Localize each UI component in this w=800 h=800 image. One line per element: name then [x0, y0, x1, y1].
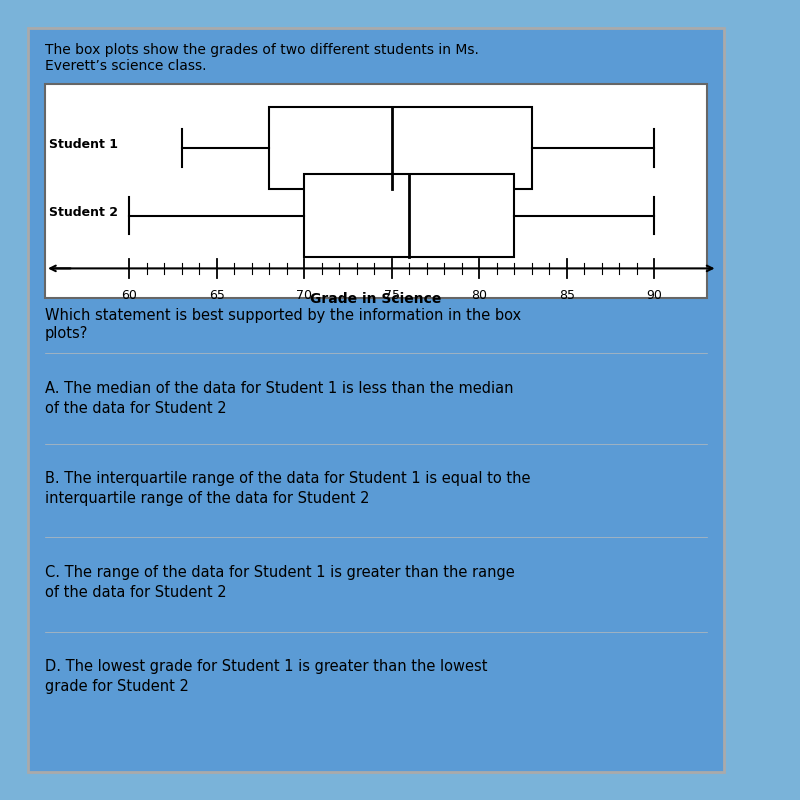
FancyBboxPatch shape — [45, 84, 707, 298]
Text: Which statement is best supported by the information in the box
plots?: Which statement is best supported by the… — [45, 308, 522, 341]
Text: B. The interquartile range of the data for Student 1 is equal to the
interquarti: B. The interquartile range of the data f… — [45, 471, 530, 506]
Text: 65: 65 — [209, 289, 225, 302]
Text: 60: 60 — [122, 289, 138, 302]
Text: Student 1: Student 1 — [49, 138, 118, 151]
FancyBboxPatch shape — [270, 106, 532, 190]
Text: D. The lowest grade for Student 1 is greater than the lowest
grade for Student 2: D. The lowest grade for Student 1 is gre… — [45, 659, 488, 694]
Text: Student 2: Student 2 — [49, 206, 118, 218]
Text: The box plots show the grades of two different students in Ms.
Everett’s science: The box plots show the grades of two dif… — [45, 43, 479, 73]
Text: 75: 75 — [384, 289, 400, 302]
FancyBboxPatch shape — [27, 28, 725, 772]
Text: 70: 70 — [296, 289, 312, 302]
Text: C. The range of the data for Student 1 is greater than the range
of the data for: C. The range of the data for Student 1 i… — [45, 566, 515, 600]
Text: 85: 85 — [559, 289, 575, 302]
Text: 80: 80 — [471, 289, 487, 302]
Text: A. The median of the data for Student 1 is less than the median
of the data for : A. The median of the data for Student 1 … — [45, 381, 514, 416]
FancyBboxPatch shape — [304, 174, 514, 257]
Text: 90: 90 — [646, 289, 662, 302]
Text: Grade in Science: Grade in Science — [310, 293, 442, 306]
